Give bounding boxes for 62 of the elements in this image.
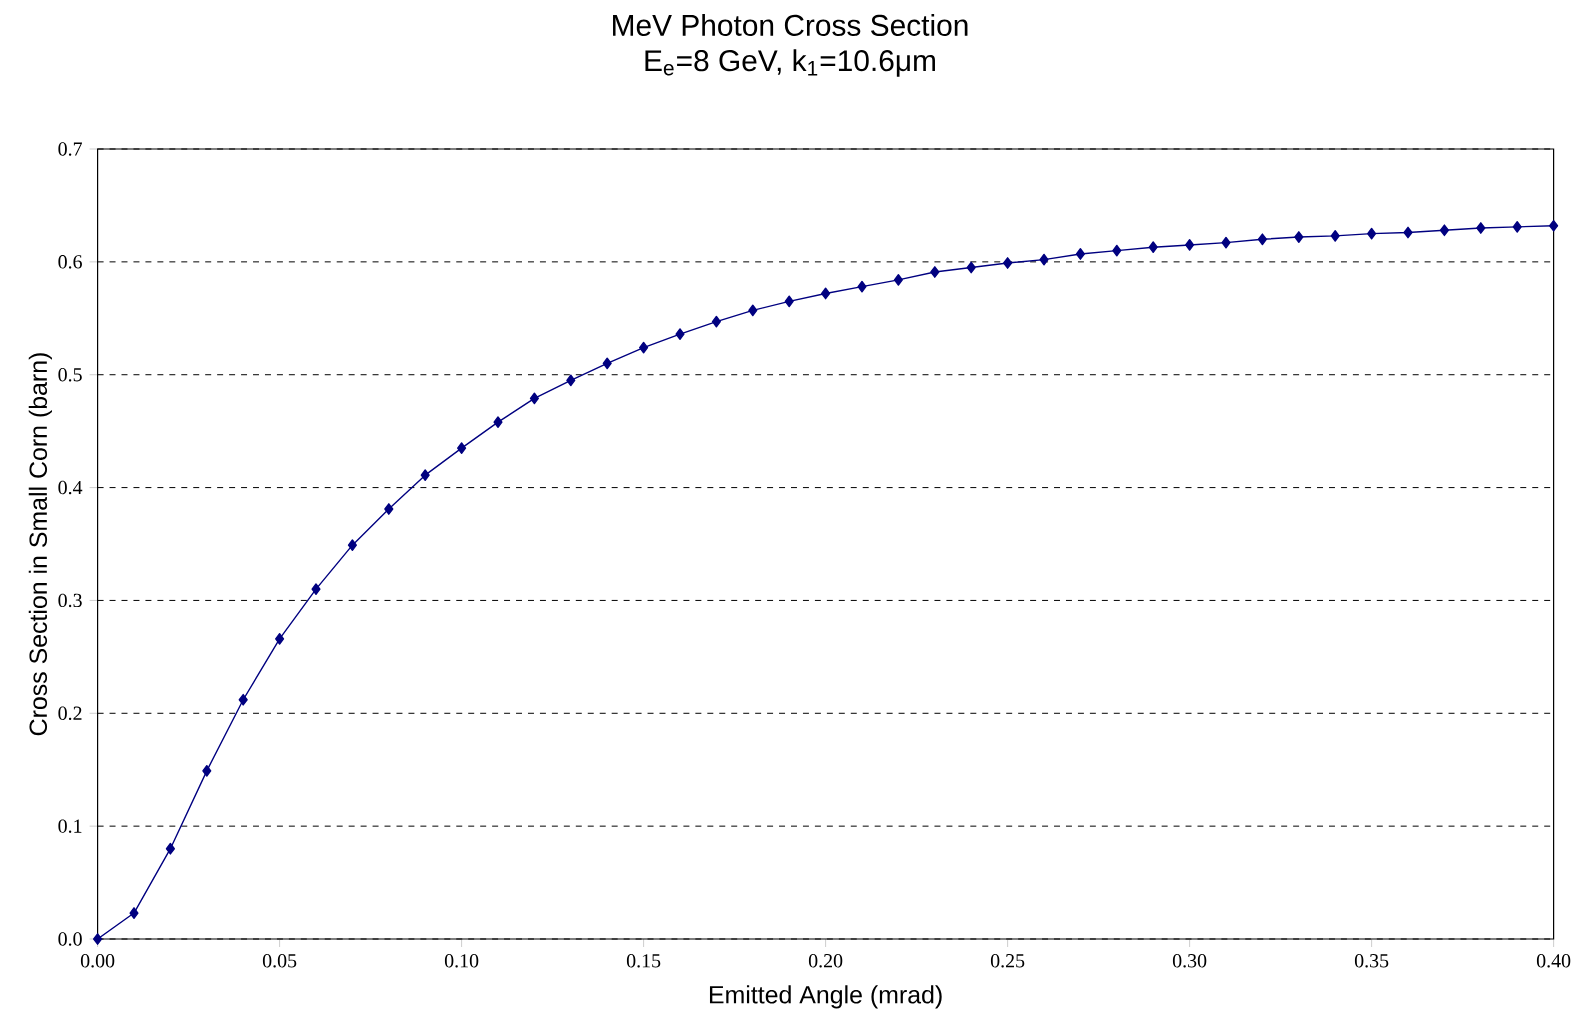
x-tick-label: 0.20 xyxy=(808,954,843,968)
point xyxy=(1367,227,1377,240)
point xyxy=(930,266,940,278)
point xyxy=(238,693,248,706)
point xyxy=(893,274,903,286)
point xyxy=(1512,221,1522,233)
point xyxy=(821,287,831,300)
x-tick-label: 0.15 xyxy=(626,954,661,968)
y-tick-label: 0.0 xyxy=(58,932,82,946)
point xyxy=(1330,230,1340,242)
point xyxy=(347,539,357,552)
y-tick-label: 0.6 xyxy=(58,255,82,269)
point xyxy=(1476,222,1486,234)
point xyxy=(1185,239,1195,251)
point xyxy=(93,933,103,945)
y-tick-label: 0.4 xyxy=(58,480,83,495)
point xyxy=(1221,236,1231,249)
point xyxy=(1403,226,1413,239)
point xyxy=(675,328,685,340)
point xyxy=(711,315,721,328)
point xyxy=(1549,219,1559,232)
chart-title: MeV Photon Cross Section xyxy=(613,14,968,36)
chart-subtitle: E$_{e}$=8 GeV, k$_{1}$=10.6μm xyxy=(645,49,935,77)
point xyxy=(1112,244,1122,257)
y-tick-label: 0.1 xyxy=(58,819,82,833)
point xyxy=(1294,231,1304,243)
point xyxy=(1039,253,1049,266)
point xyxy=(602,357,612,370)
point xyxy=(566,374,576,387)
point xyxy=(384,503,394,515)
y-tick-label: 0.2 xyxy=(58,706,82,721)
point xyxy=(748,304,758,317)
point xyxy=(966,261,976,274)
point xyxy=(1439,224,1449,237)
x-tick-label: 0.40 xyxy=(1536,954,1571,968)
point xyxy=(420,469,430,482)
y-tick-label: 0.5 xyxy=(58,367,82,382)
x-tick-label: 0.35 xyxy=(1354,954,1389,968)
point xyxy=(202,764,212,777)
point xyxy=(1003,257,1013,269)
point xyxy=(1257,233,1267,246)
point xyxy=(493,416,503,428)
x-axis-title: Emitted Angle (mrad) xyxy=(709,985,942,1009)
x-tick-label: 0.25 xyxy=(990,954,1025,968)
point xyxy=(857,280,867,293)
point xyxy=(1148,241,1158,254)
x-tick-label: 0.00 xyxy=(80,954,115,968)
point xyxy=(457,442,467,454)
point xyxy=(1075,248,1085,260)
point xyxy=(529,392,539,405)
y-axis-title: Cross Section in Small Corn (barn) xyxy=(28,353,52,736)
point xyxy=(784,295,794,308)
point xyxy=(165,842,175,855)
point xyxy=(311,583,321,596)
x-tick-label: 0.05 xyxy=(262,954,297,968)
x-tick-label: 0.30 xyxy=(1172,954,1207,968)
point xyxy=(639,341,649,354)
x-tick-label: 0.10 xyxy=(444,954,479,968)
y-tick-label: 0.7 xyxy=(58,142,82,156)
point xyxy=(129,907,139,919)
y-tick-label: 0.3 xyxy=(58,593,82,608)
point xyxy=(275,632,285,645)
